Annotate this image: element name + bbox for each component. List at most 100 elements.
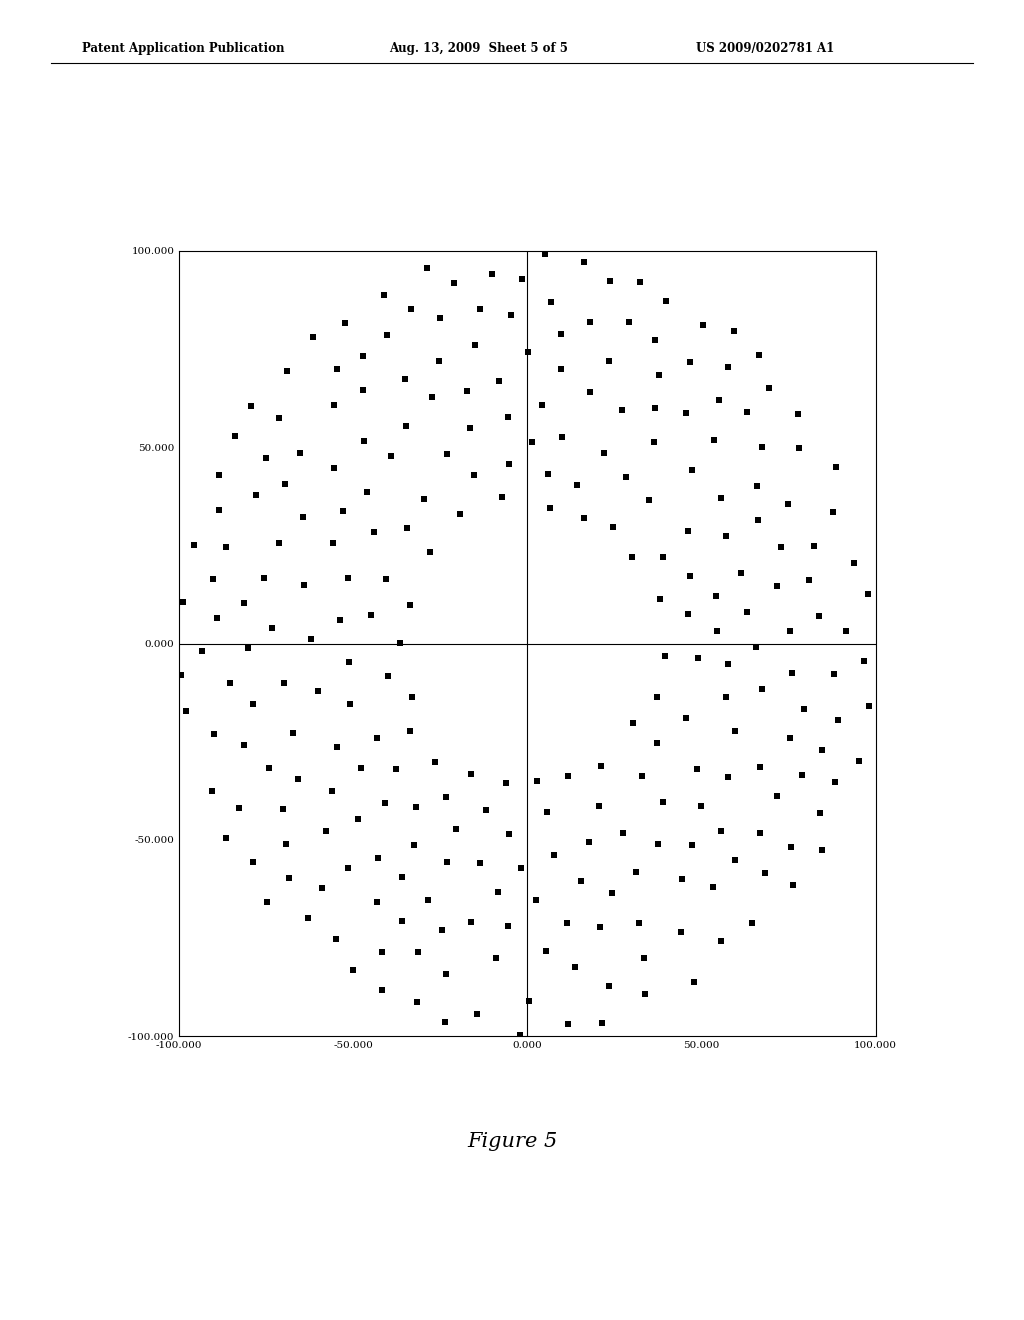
Point — [591, 796, 607, 817]
Point — [374, 979, 390, 1001]
Point — [810, 606, 826, 627]
Point — [851, 751, 867, 772]
Point — [206, 723, 222, 744]
Point — [652, 589, 669, 610]
Text: US 2009/0202781 A1: US 2009/0202781 A1 — [696, 42, 835, 55]
Point — [484, 264, 501, 285]
Point — [694, 314, 711, 335]
Point — [324, 781, 340, 803]
Point — [713, 487, 729, 508]
Point — [349, 808, 366, 829]
Point — [602, 271, 618, 292]
Point — [577, 508, 593, 529]
Point — [422, 541, 438, 562]
Point — [494, 487, 510, 508]
Point — [646, 397, 663, 418]
Point — [678, 708, 694, 729]
Point — [290, 768, 306, 789]
Point — [603, 882, 620, 903]
Point — [772, 537, 788, 558]
Point — [462, 417, 478, 438]
Point — [641, 490, 657, 511]
Point — [768, 785, 784, 807]
Point — [748, 636, 764, 657]
Point — [754, 437, 770, 458]
Point — [761, 378, 777, 399]
Point — [401, 719, 418, 741]
Point — [784, 663, 801, 684]
Point — [378, 569, 394, 590]
Point — [261, 758, 278, 779]
Point — [559, 912, 575, 933]
Point — [569, 474, 586, 495]
Point — [379, 325, 395, 346]
Point — [718, 525, 734, 546]
Point — [605, 516, 622, 537]
Point — [861, 696, 878, 717]
Point — [500, 407, 516, 428]
Point — [240, 638, 256, 659]
Point — [328, 928, 344, 949]
Point — [353, 758, 370, 779]
Point — [340, 568, 356, 589]
Point — [416, 488, 432, 510]
Point — [211, 499, 227, 520]
Point — [546, 845, 562, 866]
Point — [437, 787, 454, 808]
Point — [582, 381, 598, 403]
Point — [218, 828, 234, 849]
Point — [326, 458, 342, 479]
Point — [553, 323, 569, 345]
Point — [707, 429, 723, 450]
Text: Patent Application Publication: Patent Application Publication — [82, 42, 285, 55]
Point — [582, 312, 598, 333]
Point — [801, 569, 817, 590]
Point — [335, 500, 351, 521]
Point — [647, 330, 664, 351]
Point — [657, 645, 674, 667]
Point — [790, 404, 806, 425]
Point — [682, 351, 698, 372]
Point — [205, 568, 221, 589]
Point — [846, 552, 862, 573]
Point — [463, 763, 479, 784]
Point — [407, 834, 423, 855]
Point — [173, 664, 189, 685]
Point — [751, 345, 767, 366]
Point — [392, 632, 409, 653]
Point — [540, 463, 556, 484]
Point — [680, 520, 696, 541]
Point — [732, 562, 749, 583]
Point — [402, 298, 419, 319]
Point — [259, 891, 275, 912]
Point — [658, 290, 675, 312]
Point — [469, 1003, 485, 1024]
Point — [838, 620, 854, 642]
Point — [227, 425, 244, 446]
Point — [651, 364, 668, 385]
Point — [712, 389, 728, 411]
Point — [689, 759, 706, 780]
Point — [693, 795, 710, 816]
Point — [278, 834, 294, 855]
Point — [791, 438, 807, 459]
Point — [594, 1012, 610, 1034]
Point — [344, 960, 360, 981]
Point — [204, 780, 220, 801]
Point — [743, 913, 760, 935]
Point — [439, 851, 456, 873]
Point — [276, 672, 293, 693]
Point — [292, 442, 308, 463]
Point — [354, 379, 371, 400]
Point — [796, 698, 812, 719]
Point — [314, 878, 331, 899]
Point — [713, 820, 729, 841]
Text: Aug. 13, 2009  Sheet 5 of 5: Aug. 13, 2009 Sheet 5 of 5 — [389, 42, 568, 55]
Point — [828, 457, 845, 478]
Point — [636, 983, 652, 1005]
Point — [329, 737, 345, 758]
Point — [394, 911, 411, 932]
Point — [258, 447, 274, 469]
Point — [329, 359, 345, 380]
Point — [501, 454, 517, 475]
